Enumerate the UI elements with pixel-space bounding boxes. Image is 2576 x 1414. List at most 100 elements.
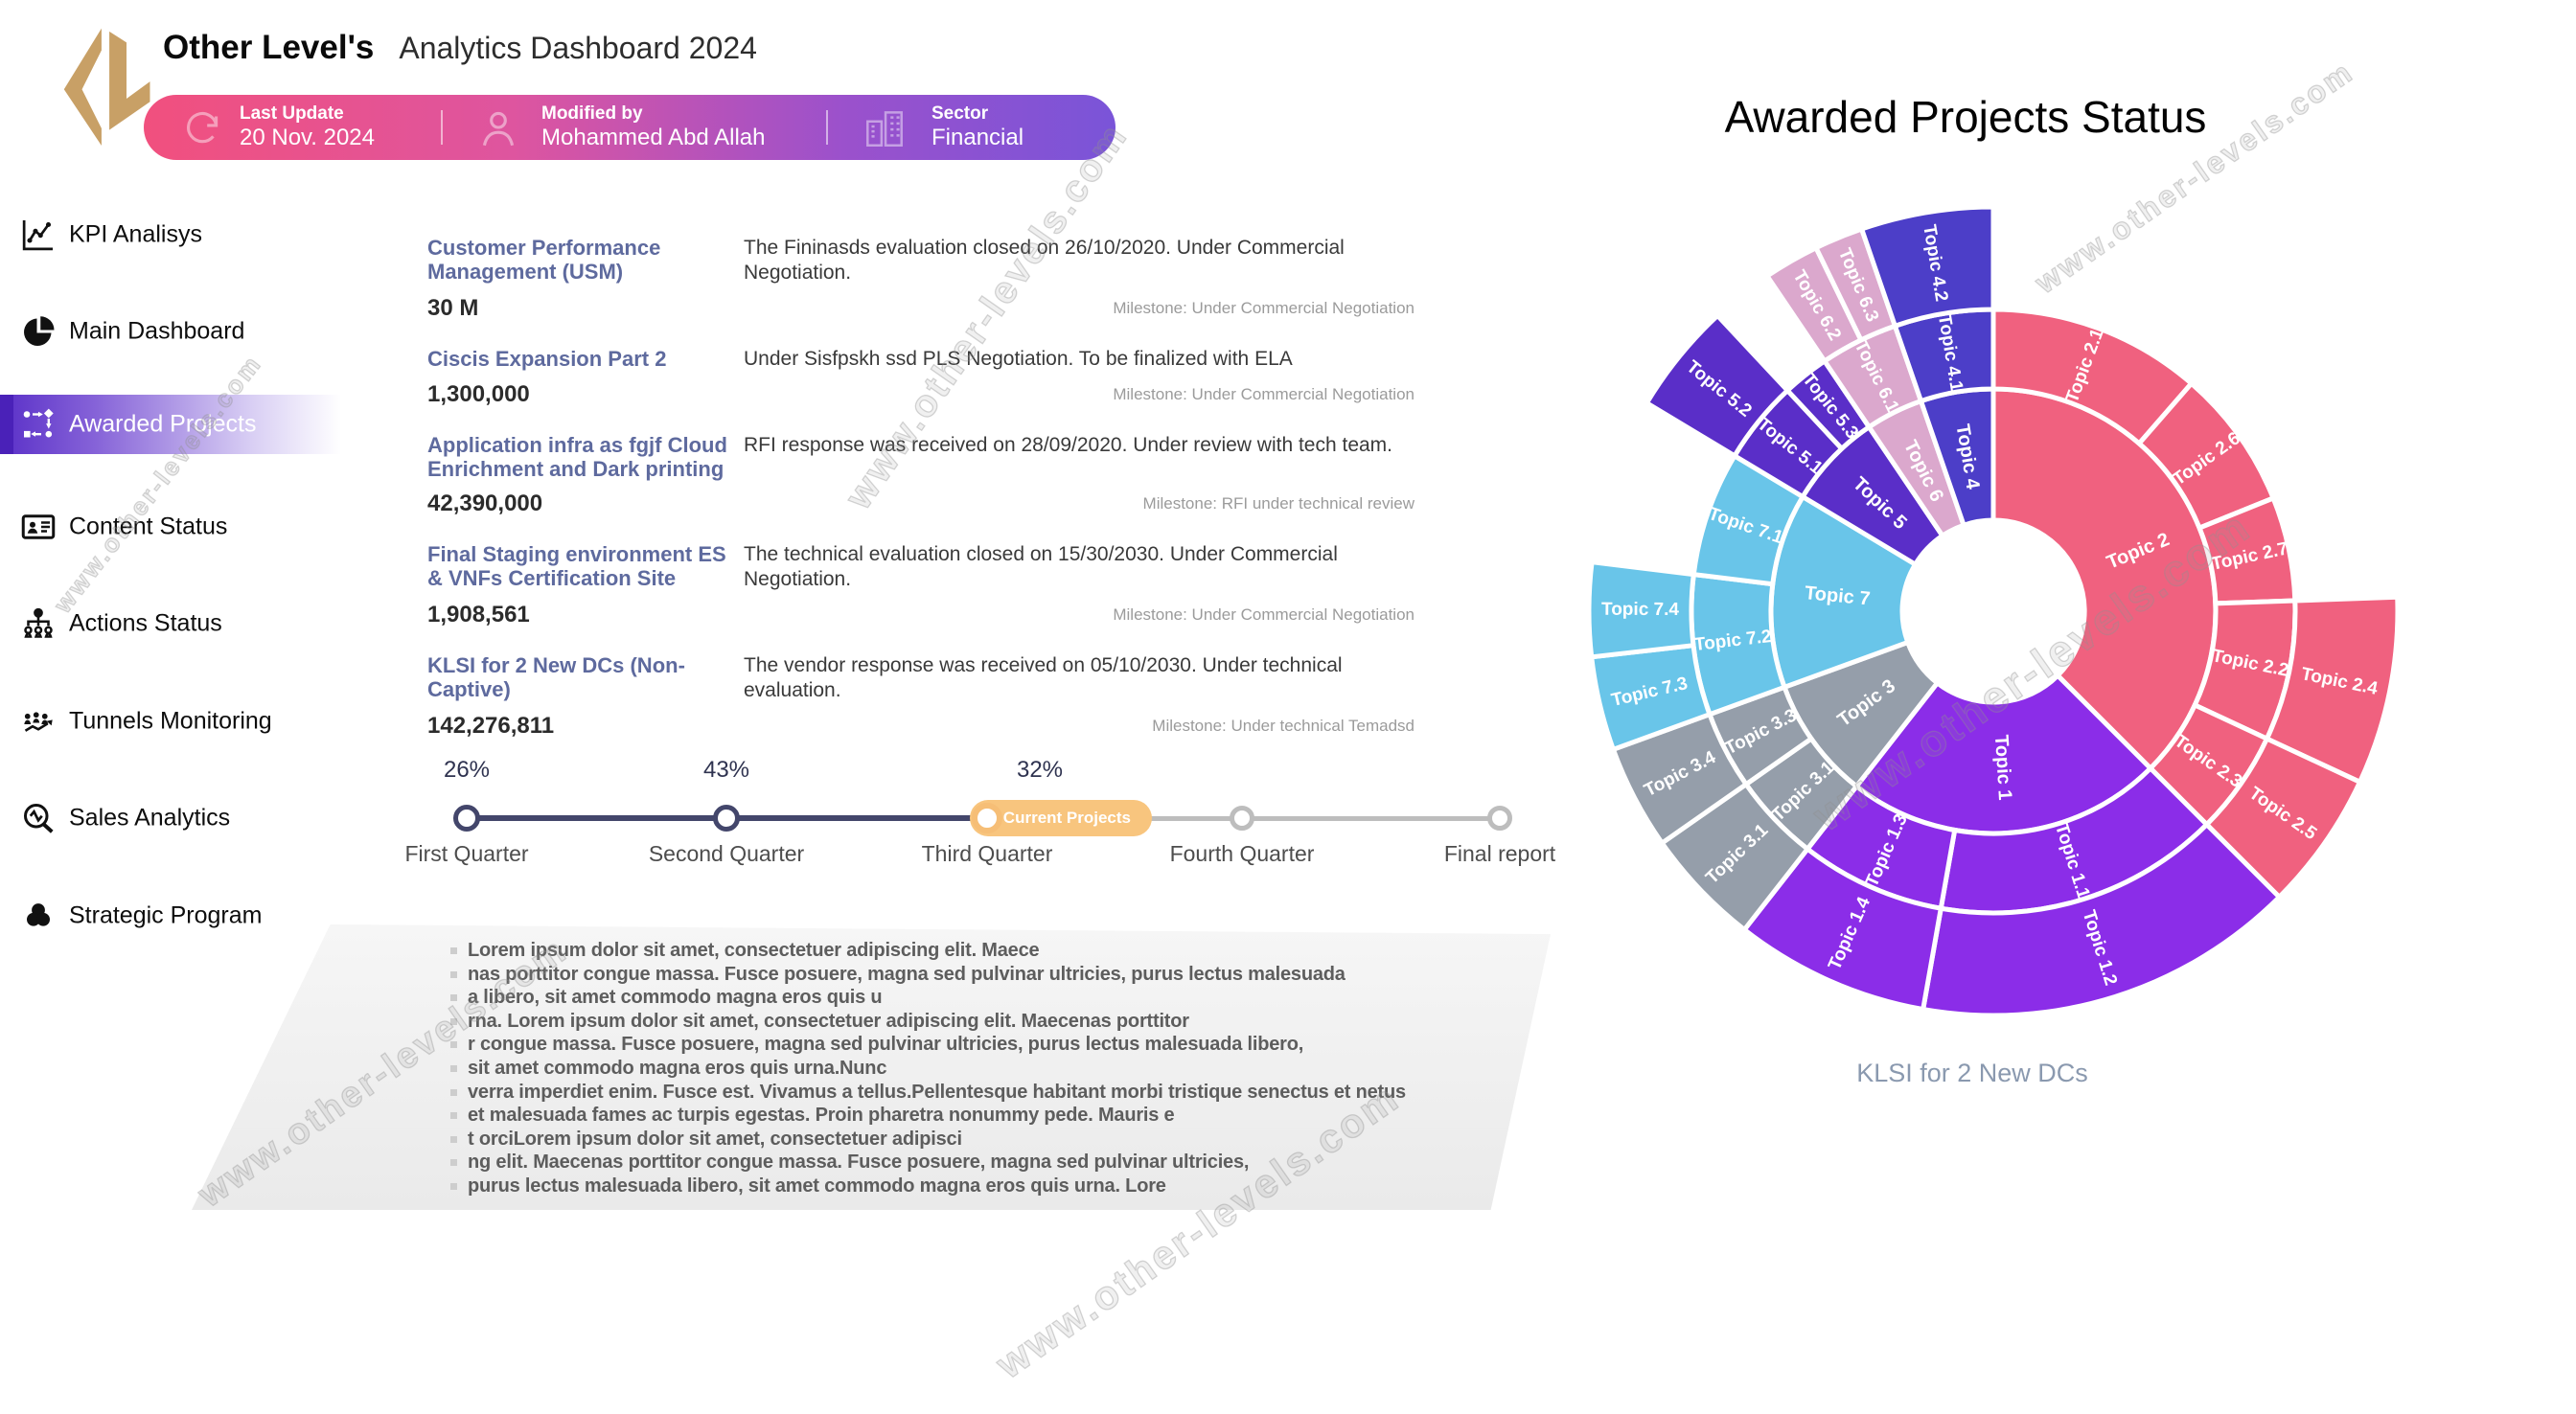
sidebar-item-main-dashboard[interactable]: Main Dashboard xyxy=(0,302,341,361)
bullet-icon xyxy=(450,1041,457,1049)
brand-name: Other Level's xyxy=(163,29,375,66)
page-title: Analytics Dashboard 2024 xyxy=(399,31,757,65)
sidebar-item-tunnels-monitoring[interactable]: Tunnels Monitoring xyxy=(0,692,341,751)
sunburst-segment-topic-5-2[interactable] xyxy=(1644,312,1790,459)
project-title: KLSI for 2 New DCs (Non-Captive) xyxy=(427,653,685,701)
venn-icon xyxy=(21,899,56,933)
note-text: sit amet commodo magna eros quis urna.Nu… xyxy=(468,1057,887,1079)
line-chart-icon xyxy=(21,217,56,252)
project-value: 42,390,000 xyxy=(427,490,543,516)
note-line: sit amet commodo magna eros quis urna.Nu… xyxy=(450,1058,1406,1082)
sidebar-item-sales-analytics[interactable]: Sales Analytics xyxy=(0,788,341,848)
project-row[interactable]: KLSI for 2 New DCs (Non-Captive) The vend… xyxy=(427,653,1424,740)
timeline-node-third-quarter[interactable] xyxy=(972,803,1002,833)
refresh-icon xyxy=(178,103,226,151)
note-text: nas porttitor congue massa. Fusce posuer… xyxy=(468,963,1346,985)
timeline-percent: 26% xyxy=(443,757,491,783)
sidebar-item-kpi-analisys[interactable]: KPI Analisys xyxy=(0,205,341,264)
project-description: Under Sisfpskh ssd PLS Negotiation. To b… xyxy=(744,348,1293,370)
project-description: The technical evaluation closed on 15/30… xyxy=(744,543,1338,590)
sidebar-item-label: Sales Analytics xyxy=(69,804,231,832)
workflow-icon xyxy=(21,407,56,442)
app-header: Other Level's Analytics Dashboard 2024 xyxy=(163,29,757,67)
note-text: et malesuada fames ac turpis egestas. Pr… xyxy=(468,1105,1175,1127)
person-icon xyxy=(474,103,522,151)
chart-title: Awarded Projects Status xyxy=(1724,92,2207,142)
sidebar-item-label: Tunnels Monitoring xyxy=(69,707,272,735)
note-line: a libero, sit amet commodo magna eros qu… xyxy=(450,987,1406,1011)
banner-item-label: Last Update xyxy=(240,103,344,124)
current-projects-badge-label: Current Projects xyxy=(1002,809,1131,827)
project-description: The vendor response was received on 05/1… xyxy=(744,654,1343,701)
project-milestone: Milestone: Under Commercial Negotiation xyxy=(1113,605,1414,624)
project-description: RFI response was received on 28/09/2020.… xyxy=(744,434,1393,456)
project-milestone: Milestone: RFI under technical review xyxy=(1142,494,1414,513)
project-title: Application infra as fgjf Cloud Enrichme… xyxy=(427,433,727,481)
note-line: nas porttitor congue massa. Fusce posuer… xyxy=(450,964,1406,988)
banner-item-label: Modified by xyxy=(541,103,643,124)
note-text: a libero, sit amet commodo magna eros qu… xyxy=(468,987,883,1009)
note-text: Lorem ipsum dolor sit amet, consectetuer… xyxy=(468,940,1040,961)
search-pulse-icon xyxy=(21,801,56,835)
project-row[interactable]: Customer Performance Management (USM) The… xyxy=(427,236,1424,322)
hierarchy-icon xyxy=(21,606,56,641)
project-description: The Fininasds evaluation closed on 26/10… xyxy=(744,237,1345,284)
sidebar-item-label: Main Dashboard xyxy=(69,317,245,345)
id-card-icon xyxy=(21,510,56,544)
sidebar-item-strategic-program[interactable]: Strategic Program xyxy=(0,886,341,946)
sidebar-item-content-status[interactable]: Content Status xyxy=(0,497,341,557)
project-row[interactable]: Final Staging environment ES & VNFs Cert… xyxy=(427,542,1424,628)
sunburst-segment-topic-7-4[interactable] xyxy=(1586,559,1696,660)
project-row[interactable]: Ciscis Expansion Part 2 Under Sisfpskh ss… xyxy=(427,347,1424,408)
project-title: Customer Performance Management (USM) xyxy=(427,236,661,284)
project-value: 142,276,811 xyxy=(427,713,555,739)
timeline-node-final-report[interactable] xyxy=(1487,806,1512,831)
sidebar-item-actions-status[interactable]: Actions Status xyxy=(0,594,341,653)
bullet-icon xyxy=(450,947,457,954)
project-value: 30 M xyxy=(427,295,479,321)
sidebar-item-label: Content Status xyxy=(69,513,228,540)
note-line: et malesuada fames ac turpis egestas. Pr… xyxy=(450,1105,1406,1129)
timeline-node-first-quarter[interactable] xyxy=(453,805,480,832)
note-line: ng elit. Maecenas porttitor congue massa… xyxy=(450,1152,1406,1175)
notes-list: Lorem ipsum dolor sit amet, consectetuer… xyxy=(450,940,1406,1199)
note-text: r congue massa. Fusce posuere, magna sed… xyxy=(468,1034,1304,1056)
banner-separator xyxy=(441,110,443,145)
banner-item-value: 20 Nov. 2024 xyxy=(240,125,375,150)
banner-item-label: Sector xyxy=(932,103,989,124)
banner-item: Modified by Mohammed Abd Allah xyxy=(541,95,765,160)
sunburst-segment-label: Topic 7.4 xyxy=(1601,600,1679,620)
timeline-percent: 32% xyxy=(1016,757,1064,783)
banner-item: Sector Financial xyxy=(932,95,1024,160)
note-line: verra imperdiet enim. Fusce est. Vivamus… xyxy=(450,1082,1406,1106)
awarded-projects-list: Customer Performance Management (USM) The… xyxy=(427,236,1424,764)
project-row[interactable]: Application infra as fgjf Cloud Enrichme… xyxy=(427,433,1424,517)
banner-item-value: Financial xyxy=(932,125,1024,150)
note-text: verra imperdiet enim. Fusce est. Vivamus… xyxy=(468,1081,1406,1103)
timeline-stop-label: First Quarter xyxy=(404,841,529,866)
bullet-icon xyxy=(450,970,457,978)
brand-logo xyxy=(63,28,150,146)
project-value: 1,908,561 xyxy=(427,602,530,627)
notes-panel: Lorem ipsum dolor sit amet, consectetuer… xyxy=(192,924,1551,1210)
timeline-percent: 43% xyxy=(702,757,750,783)
bullet-icon xyxy=(450,1182,457,1190)
sidebar-item-awarded-projects[interactable]: Awarded Projects xyxy=(0,395,341,454)
timeline-node-second-quarter[interactable] xyxy=(713,805,740,832)
buildings-icon xyxy=(861,103,908,151)
note-text: rna. Lorem ipsum dolor sit amet, consect… xyxy=(468,1010,1189,1032)
project-title: Ciscis Expansion Part 2 xyxy=(427,347,667,371)
chart-caption: KLSI for 2 New DCs xyxy=(1856,1059,2088,1087)
banner-separator xyxy=(826,110,828,145)
sunburst-segment-topic-4-2[interactable] xyxy=(1859,204,1996,329)
bullet-icon xyxy=(450,1159,457,1167)
note-text: t orciLorem ipsum dolor sit amet, consec… xyxy=(468,1128,962,1150)
note-text: purus lectus malesuada libero, sit amet … xyxy=(468,1175,1166,1197)
bullet-icon xyxy=(450,1017,457,1025)
note-line: r congue massa. Fusce posuere, magna sed… xyxy=(450,1034,1406,1058)
bullet-icon xyxy=(450,1135,457,1143)
sidebar-item-label: Strategic Program xyxy=(69,901,263,929)
sidebar-item-label: Actions Status xyxy=(69,609,222,637)
timeline-node-fourth-quarter[interactable] xyxy=(1230,806,1254,831)
